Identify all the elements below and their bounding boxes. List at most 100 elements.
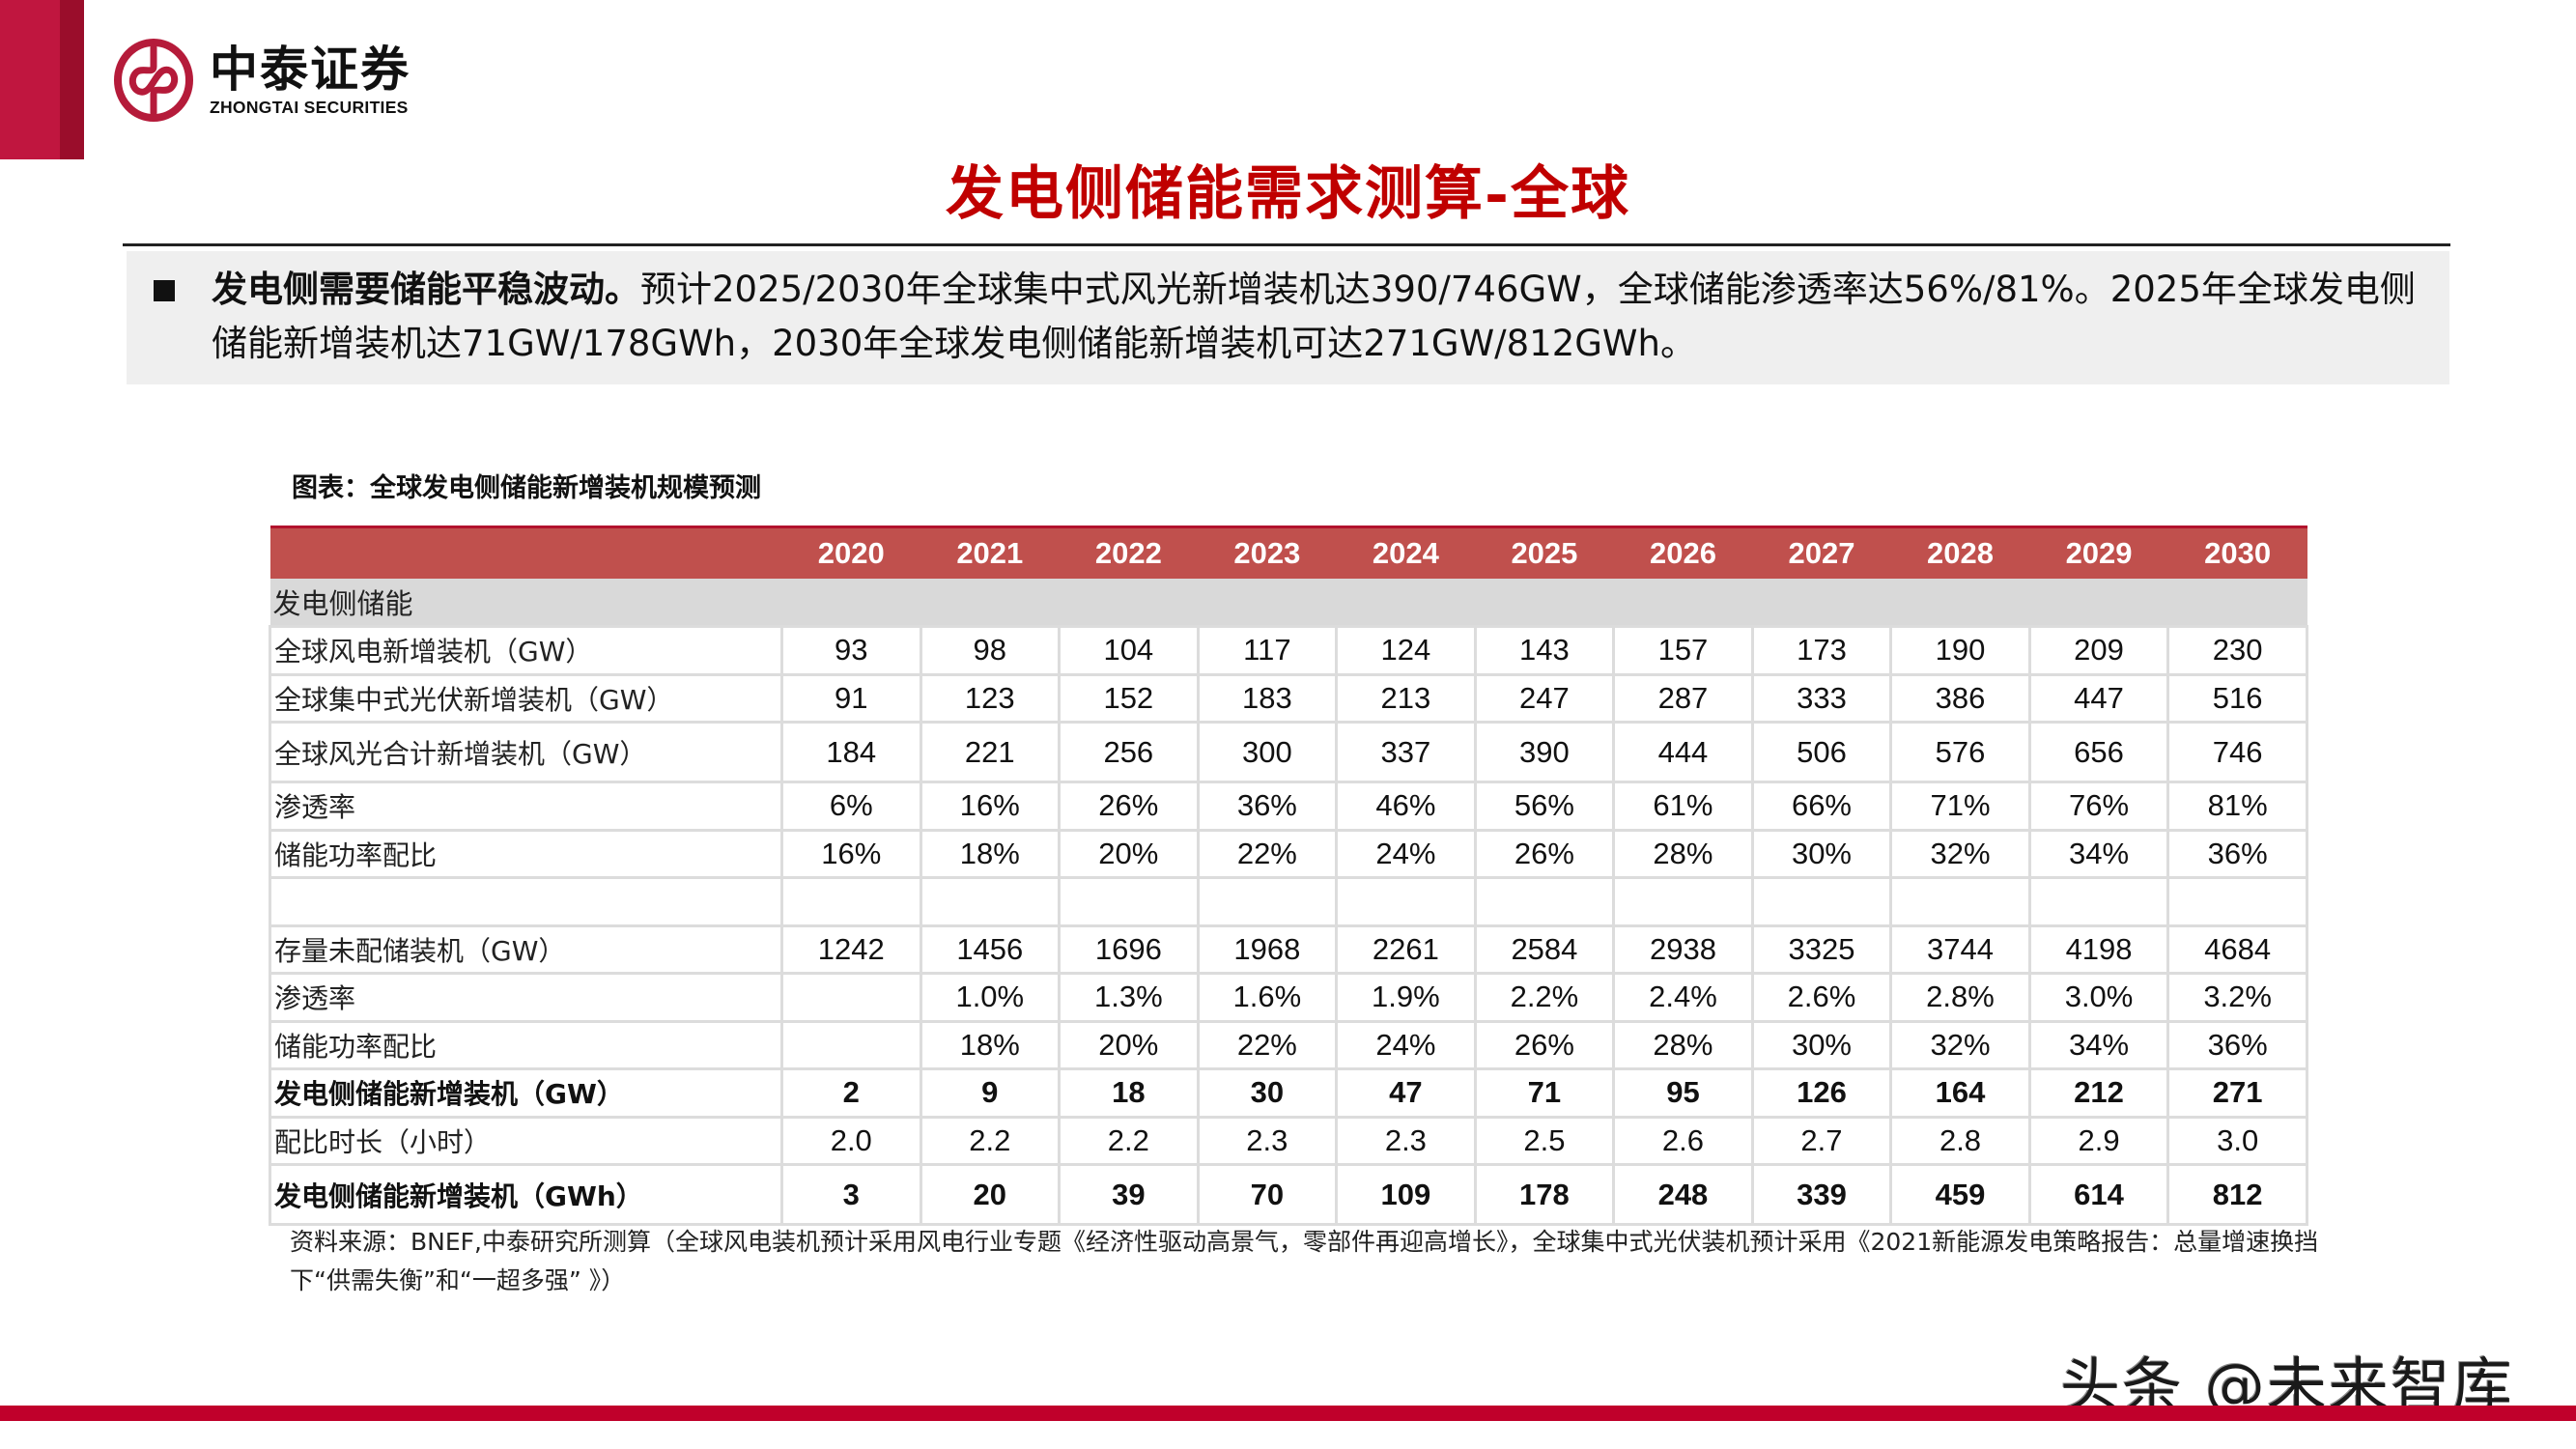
table-cell xyxy=(2027,876,2170,927)
table-row: 全球风电新增装机（GW） 93 98 104 117 124 143 157 173 190 209… xyxy=(269,625,2308,676)
table-cell: 2.7 xyxy=(1750,1115,1893,1166)
row-label: 存量未配储装机（GW） xyxy=(269,923,783,975)
table-cell: 30 xyxy=(1196,1067,1339,1119)
table-cell: 104 xyxy=(1058,625,1200,676)
table-cell: 221 xyxy=(919,721,1062,783)
table-cell: 26% xyxy=(1058,781,1200,832)
row-label xyxy=(269,876,783,927)
column-header-2024: 2024 xyxy=(1336,526,1476,579)
table-cell: 1.9% xyxy=(1335,972,1477,1023)
table-row xyxy=(269,876,2308,927)
table-cell: 516 xyxy=(2166,672,2308,724)
table-cell: 3 xyxy=(780,1163,922,1226)
table-cell: 3.0% xyxy=(2027,972,2170,1023)
table-cell: 212 xyxy=(2027,1067,2170,1119)
table-cell: 28% xyxy=(1612,828,1754,879)
table-cell: 16% xyxy=(780,828,922,879)
table-cell: 22% xyxy=(1196,828,1339,879)
column-header-2021: 2021 xyxy=(920,526,1060,579)
table-cell: 173 xyxy=(1750,625,1893,676)
table-cell: 76% xyxy=(2027,781,2170,832)
table-cell xyxy=(1612,876,1754,927)
table-cell: 157 xyxy=(1612,625,1754,676)
brand-corner-bar xyxy=(0,0,84,159)
row-label: 发电侧储能新增装机（GW） xyxy=(269,1067,783,1119)
table-cell: 32% xyxy=(1889,1019,2031,1070)
table-cell: 24% xyxy=(1335,1019,1477,1070)
table-cell: 18 xyxy=(1058,1067,1200,1119)
table-section-row: 发电侧储能 xyxy=(269,578,2307,627)
table-cell: 2.8% xyxy=(1889,972,2031,1023)
table-cell: 20% xyxy=(1058,828,1200,879)
zhongtai-logo-icon xyxy=(113,38,194,123)
table-cell: 34% xyxy=(2027,828,2170,879)
table-cell: 18% xyxy=(919,1019,1062,1070)
figure-caption: 图表：全球发电侧储能新增装机规模预测 xyxy=(292,473,761,503)
table-cell xyxy=(780,972,922,1023)
table-cell: 184 xyxy=(780,721,922,783)
table-cell: 178 xyxy=(1473,1163,1616,1226)
table-row: 全球风光合计新增装机（GW） 184 221 256 300 337 390 444 506 57… xyxy=(269,721,2308,783)
table-cell: 812 xyxy=(2166,1163,2308,1226)
table-cell: 2.6 xyxy=(1612,1115,1754,1166)
column-header-2020: 2020 xyxy=(781,526,921,579)
table-cell xyxy=(1473,876,1616,927)
table-cell: 81% xyxy=(2166,781,2308,832)
table-cell xyxy=(1335,876,1477,927)
table-cell xyxy=(780,1019,922,1070)
table-cell: 143 xyxy=(1473,625,1616,676)
table-cell: 93 xyxy=(780,625,922,676)
table-cell: 271 xyxy=(2166,1067,2308,1119)
table-cell xyxy=(919,876,1062,927)
table-cell: 22% xyxy=(1196,1019,1339,1070)
table-cell: 30% xyxy=(1750,828,1893,879)
row-label: 全球集中式光伏新增装机（GW） xyxy=(269,672,783,724)
table-cell: 71% xyxy=(1889,781,2031,832)
table-row: 渗透率 6% 16% 26% 36% 46% 56% 61% 66% 71% 76% 81% xyxy=(269,781,2308,832)
table-cell: 2.2 xyxy=(1058,1115,1200,1166)
row-label: 渗透率 xyxy=(269,781,783,832)
table-cell xyxy=(2166,876,2308,927)
table-cell xyxy=(1058,876,1200,927)
table-cell: 209 xyxy=(2027,625,2170,676)
table-cell: 447 xyxy=(2027,672,2170,724)
table-cell: 126 xyxy=(1750,1067,1893,1119)
column-header-2029: 2029 xyxy=(2029,526,2168,579)
table-cell: 459 xyxy=(1889,1163,2031,1226)
summary-text: 发电侧需要储能平稳波动。预计2025/2030年全球集中式风光新增装机达390/… xyxy=(212,263,2433,371)
table-cell: 46% xyxy=(1335,781,1477,832)
table-cell: 2.9 xyxy=(2027,1115,2170,1166)
table-cell: 36% xyxy=(2166,828,2308,879)
summary-body: 预计2025/2030年全球集中式风光新增装机达390/746GW，全球储能渗透… xyxy=(212,269,2416,364)
table-cell: 213 xyxy=(1335,672,1477,724)
table-cell: 1242 xyxy=(780,923,922,975)
source-note: 资料来源：BNEF,中泰研究所测算（全球风电装机预计采用风电行业专题《经济性驱动… xyxy=(290,1228,2319,1294)
table-cell: 1.6% xyxy=(1196,972,1339,1023)
column-header-2023: 2023 xyxy=(1198,526,1337,579)
table-cell: 24% xyxy=(1335,828,1477,879)
table-cell: 123 xyxy=(919,672,1062,724)
footer-bar xyxy=(0,1406,2576,1421)
table-cell: 1968 xyxy=(1196,923,1339,975)
summary-lead: 发电侧需要储能平稳波动。 xyxy=(212,269,640,310)
column-header-2028: 2028 xyxy=(1890,526,2030,579)
column-header-2030: 2030 xyxy=(2167,526,2307,579)
table-cell: 34% xyxy=(2027,1019,2170,1070)
table-cell: 656 xyxy=(2027,721,2170,783)
table-cell: 3.2% xyxy=(2166,972,2308,1023)
table-cell: 2.0 xyxy=(780,1115,922,1166)
table-cell: 47 xyxy=(1335,1067,1477,1119)
table-cell: 287 xyxy=(1612,672,1754,724)
summary-box: 发电侧需要储能平稳波动。预计2025/2030年全球集中式风光新增装机达390/… xyxy=(127,251,2449,384)
row-label: 全球风电新增装机（GW） xyxy=(269,625,783,676)
table-cell: 248 xyxy=(1612,1163,1754,1226)
table-cell: 2.2% xyxy=(1473,972,1616,1023)
table-row: 发电侧储能新增装机（GW） 2 9 18 30 47 71 95 126 164 212 271 xyxy=(269,1067,2308,1119)
table-cell: 109 xyxy=(1335,1163,1477,1226)
table-cell: 20 xyxy=(919,1163,1062,1226)
section-label: 发电侧储能 xyxy=(269,578,2307,627)
table-row: 配比时长（小时） 2.0 2.2 2.2 2.3 2.3 2.5 2.6 2.7 2.8 2.9 3.… xyxy=(269,1115,2308,1166)
logo-name-cn: 中泰证券 xyxy=(210,42,410,98)
table-cell: 20% xyxy=(1058,1019,1200,1070)
table-cell xyxy=(780,876,922,927)
